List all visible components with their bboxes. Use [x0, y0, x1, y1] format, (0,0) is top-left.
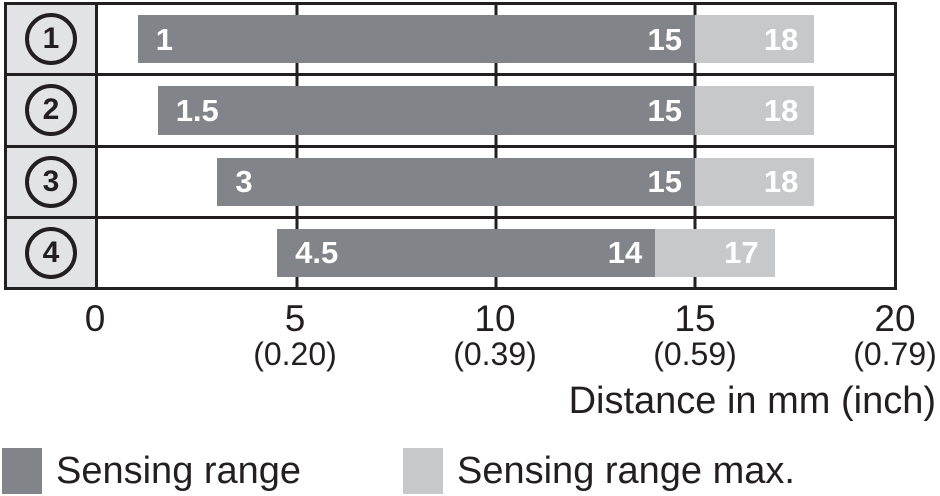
- circled-number-3: 3: [25, 155, 77, 208]
- x-axis: 0 5 (0.20) 10 (0.39) 15 (0.59) 20 (0.79): [85, 300, 937, 390]
- chart-row-2: 2 1.5 15 18: [7, 76, 894, 148]
- category-cell-2: 2: [7, 76, 98, 145]
- x-tick-5: 5 (0.20): [253, 300, 337, 371]
- bar-end-label: 15: [647, 92, 682, 128]
- legend-item-sensing-range-max: Sensing range max.: [403, 448, 795, 494]
- x-tick-inch-label: (0.20): [253, 336, 337, 372]
- x-axis-title: Distance in mm (inch): [568, 380, 936, 422]
- bar-end-label: 14: [607, 235, 643, 271]
- sensing-range-max-bar: 17: [655, 228, 775, 277]
- x-tick-mm-label: 15: [674, 298, 716, 339]
- bar-max-label: 18: [763, 21, 799, 57]
- category-cell-3: 3: [7, 147, 98, 216]
- bar-start-label: 1: [155, 21, 174, 57]
- bar-start-label: 1.5: [175, 92, 219, 128]
- legend-label: Sensing range: [56, 450, 302, 492]
- circled-number-1: 1: [25, 13, 77, 66]
- bar-end-label: 15: [647, 21, 682, 57]
- plot-cell-2: 1.5 15 18: [98, 76, 894, 145]
- bar-end-label: 15: [647, 164, 682, 200]
- x-tick-20: 20 (0.79): [853, 300, 937, 371]
- circled-number-2: 2: [25, 84, 77, 137]
- x-tick-mm-label: 5: [284, 298, 306, 339]
- chart-row-4: 4 4.5 14 17: [7, 218, 894, 287]
- x-tick-inch-label: (0.79): [853, 336, 937, 372]
- x-tick-15: 15 (0.59): [653, 300, 737, 371]
- chart-row-3: 3 3 15 18: [7, 147, 894, 219]
- sensing-range-swatch: [2, 448, 42, 494]
- bar-start-label: 4.5: [295, 235, 339, 271]
- bar-start-label: 3: [235, 164, 253, 200]
- x-tick-inch-label: (0.39): [453, 336, 537, 372]
- x-tick-inch-label: (0.59): [653, 336, 737, 372]
- plot-cell-4: 4.5 14 17: [98, 218, 894, 287]
- bar-max-label: 18: [763, 92, 799, 128]
- plot-cell-1: 1 15 18: [98, 5, 894, 74]
- x-tick-mm-label: 0: [84, 298, 106, 339]
- category-cell-1: 1: [7, 5, 98, 74]
- legend-item-sensing-range: Sensing range: [2, 448, 301, 494]
- x-tick-mm-label: 20: [874, 298, 916, 339]
- x-tick-mm-label: 10: [474, 298, 516, 339]
- x-tick-10: 10 (0.39): [453, 300, 537, 371]
- legend-label: Sensing range max.: [457, 450, 795, 492]
- chart-row-1: 1 1 15 18: [7, 5, 894, 77]
- circled-number-4: 4: [25, 226, 77, 279]
- chart-table: 1 1 15 18 2: [4, 2, 897, 290]
- sensing-range-bar: 1.5 15: [157, 86, 695, 135]
- sensing-range-max-swatch: [403, 448, 443, 494]
- category-cell-4: 4: [7, 218, 98, 287]
- legend: Sensing range Sensing range max.: [2, 448, 938, 494]
- plot-cell-3: 3 15 18: [98, 147, 894, 216]
- bar-max-label: 18: [763, 164, 799, 200]
- sensing-range-max-bar: 18: [695, 157, 815, 206]
- sensing-range-bar: 3 15: [217, 157, 695, 206]
- sensing-range-bar: 4.5 14: [277, 228, 656, 277]
- bar-max-label: 17: [724, 235, 759, 271]
- sensing-range-max-bar: 18: [695, 15, 815, 64]
- sensing-range-bar: 1 15: [137, 15, 695, 64]
- x-tick-0: 0: [85, 300, 106, 338]
- sensing-range-max-bar: 18: [695, 86, 815, 135]
